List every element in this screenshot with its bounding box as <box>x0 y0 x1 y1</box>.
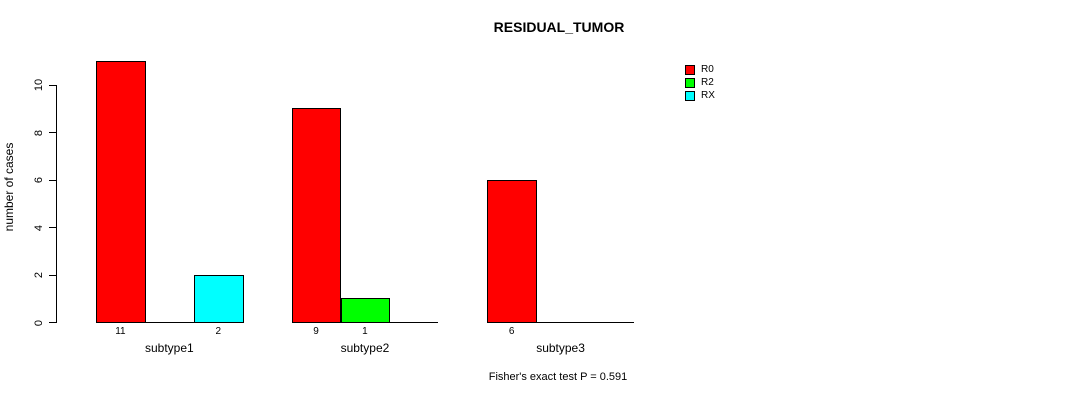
bar-r2-subtype2 <box>340 298 391 323</box>
category-label-subtype2: subtype2 <box>340 341 390 355</box>
y-tick-label: 0 <box>33 319 45 326</box>
y-axis-line <box>56 84 57 323</box>
chart-title: RESIDUAL_TUMOR <box>493 19 625 35</box>
legend-row-r2: R2 <box>685 76 715 89</box>
legend: R0 R2 RX <box>685 63 715 102</box>
bar-r0-subtype2 <box>291 108 342 323</box>
legend-swatch-icon <box>685 77 695 88</box>
y-tick <box>49 274 56 276</box>
legend-label: RX <box>701 90 715 101</box>
y-tick-label: 4 <box>33 224 45 231</box>
category-label-subtype3: subtype3 <box>536 341 585 355</box>
y-tick <box>49 322 56 323</box>
bar-value-label: 9 <box>313 326 319 337</box>
bar-value-label: 11 <box>115 326 126 337</box>
y-tick-label: 2 <box>33 271 45 279</box>
legend-label: R2 <box>701 77 714 88</box>
legend-swatch-icon <box>685 64 695 75</box>
y-tick-label: 6 <box>33 176 45 184</box>
bar-r0-subtype3 <box>487 179 538 323</box>
legend-label: R0 <box>701 64 714 75</box>
bar-value-label: 2 <box>215 326 222 337</box>
category-label-subtype1: subtype1 <box>144 341 194 355</box>
bar-r0-subtype1 <box>96 60 146 323</box>
group-baseline <box>487 322 634 323</box>
legend-swatch-icon <box>685 90 695 101</box>
y-tick-label: 10 <box>33 78 45 92</box>
bar-value-label: 1 <box>362 326 368 337</box>
y-tick <box>49 179 56 181</box>
legend-row-r0: R0 <box>685 63 715 76</box>
y-tick <box>49 84 56 86</box>
bar-rx-subtype1 <box>193 274 244 323</box>
y-tick <box>49 132 56 133</box>
group-baseline <box>96 322 243 323</box>
stat-annotation: Fisher's exact test P = 0.591 <box>488 371 628 383</box>
y-tick <box>49 227 56 228</box>
bar-value-label: 6 <box>508 326 515 337</box>
legend-row-rx: RX <box>685 89 715 102</box>
y-tick-label: 8 <box>33 129 45 136</box>
y-axis-label: number of cases <box>2 142 16 232</box>
